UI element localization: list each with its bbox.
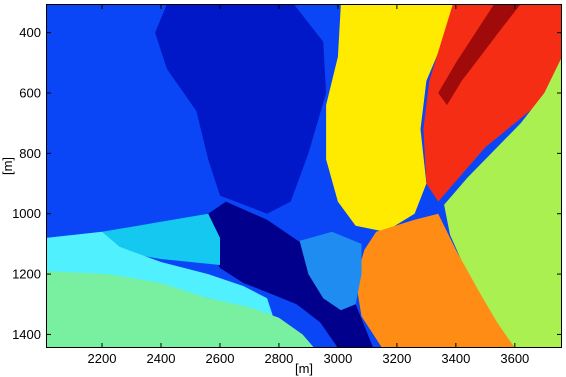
y-tick-label: 1200 (12, 267, 41, 282)
x-tick-label: 2400 (147, 351, 176, 366)
x-tick-label: 3600 (500, 351, 529, 366)
x-tick-label: 3200 (382, 351, 411, 366)
region-sky-blob (299, 231, 362, 311)
x-tick-label: 2800 (264, 351, 293, 366)
region-navy-center (155, 4, 327, 214)
y-axis-label: [m] (0, 157, 15, 175)
y-tick-label: 1400 (12, 327, 41, 342)
region-red-upper-right (423, 4, 562, 202)
y-tick-label: 1000 (12, 206, 41, 221)
map-regions (46, 4, 562, 348)
region-orange-bottom (355, 213, 515, 348)
region-light-cyan-band (46, 231, 273, 317)
region-dark-navy-strip (208, 201, 374, 348)
y-axis-ticks: 400 600 800 1000 1200 1400 (12, 25, 562, 342)
x-axis-label: [m] (295, 361, 313, 376)
x-axis-ticks: 2200 2400 2600 2800 3000 3200 3400 3600 (88, 4, 529, 366)
region-yellow-main (326, 4, 456, 232)
x-tick-label: 2200 (88, 351, 117, 366)
region-lime-right (444, 56, 562, 348)
x-tick-label: 3000 (323, 351, 352, 366)
y-tick-label: 600 (19, 86, 41, 101)
x-tick-label: 3400 (441, 351, 470, 366)
plot-border (46, 4, 562, 348)
y-tick-label: 800 (19, 146, 41, 161)
region-green-bottom-left (46, 271, 315, 348)
x-tick-label: 2600 (206, 351, 235, 366)
region-dark-red-band (438, 4, 521, 106)
y-tick-label: 400 (19, 25, 41, 40)
